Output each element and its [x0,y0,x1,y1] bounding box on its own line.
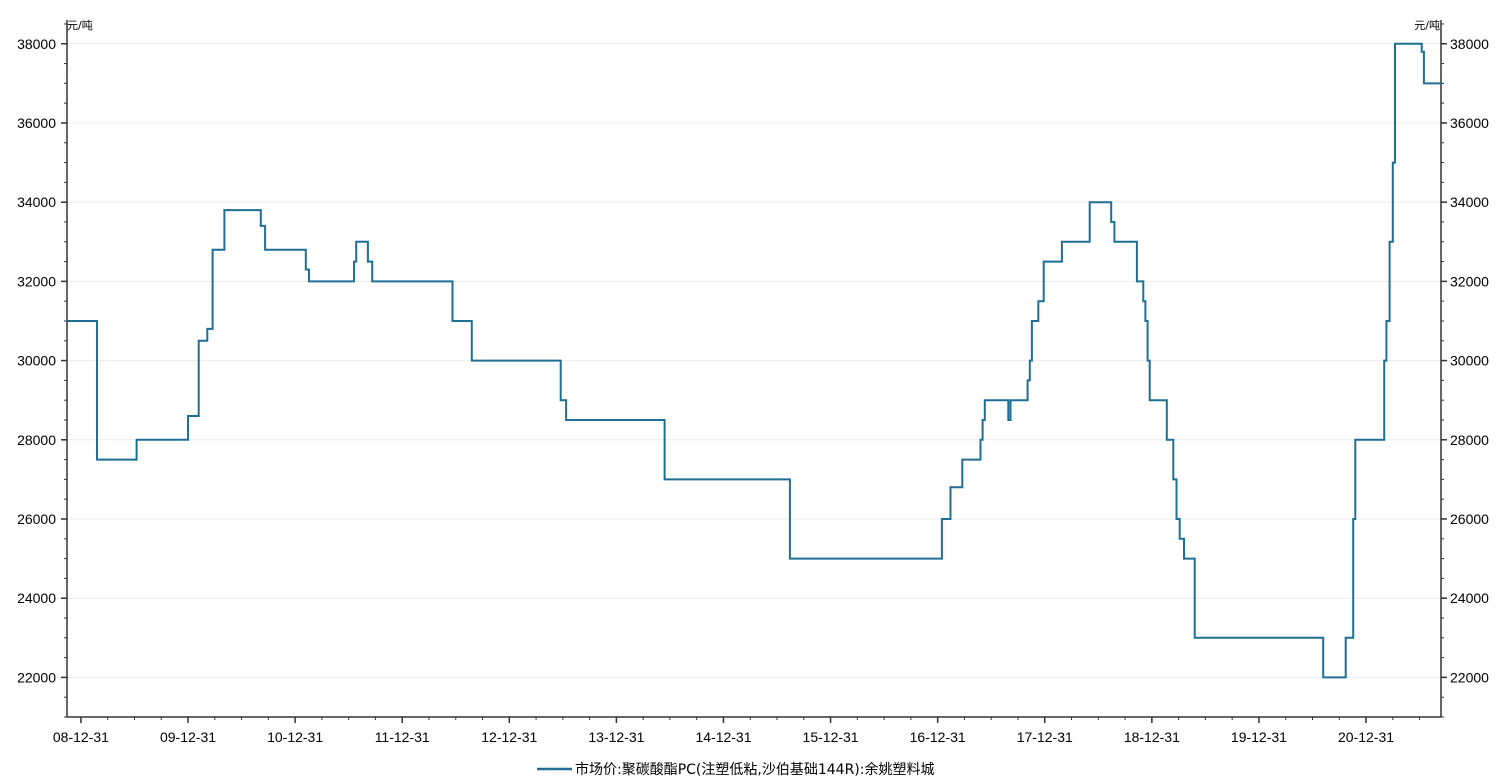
right-y-tick-label: 26000 [1450,511,1489,527]
right-y-tick-label: 30000 [1450,353,1489,369]
left-y-tick-label: 26000 [17,511,56,527]
x-tick-label: 09-12-31 [160,729,216,745]
right-y-tick-label: 38000 [1450,36,1489,52]
right-y-unit-label: 元/吨 [1414,19,1440,32]
x-tick-label: 11-12-31 [375,729,430,745]
x-tick-label: 08-12-31 [53,729,109,745]
left-y-tick-label: 24000 [17,590,56,606]
right-y-tick-label: 28000 [1450,432,1489,448]
legend-label: 市场价:聚碳酸酯PC(注塑低粘,沙伯基础144R):余姚塑料城 [575,761,934,778]
left-y-tick-label: 30000 [17,353,56,369]
x-tick-label: 19-12-31 [1231,729,1287,745]
right-y-tick-label: 34000 [1450,194,1489,210]
series-line [67,42,1441,679]
right-y-tick-label: 24000 [1450,590,1489,606]
x-tick-label: 15-12-31 [803,729,859,745]
left-y-tick-label: 32000 [17,273,56,289]
left-y-unit-label: 元/吨 [67,19,93,32]
grid-lines [67,43,1441,678]
x-tick-label: 17-12-31 [1017,729,1073,745]
legend: 市场价:聚碳酸酯PC(注塑低粘,沙伯基础144R):余姚塑料城 [537,761,934,778]
x-tick-label: 10-12-31 [267,729,323,745]
axis-ticks: 22000 22000 24000 24000 26000 26000 28000 28000… [17,23,1489,745]
left-y-tick-label: 34000 [17,194,56,210]
x-tick-label: 14-12-31 [695,729,751,745]
x-tick-label: 12-12-31 [481,729,537,745]
left-y-tick-label: 36000 [17,115,56,131]
x-tick-label: 13-12-31 [588,729,644,745]
left-y-tick-label: 22000 [17,669,56,685]
right-y-tick-label: 36000 [1450,115,1489,131]
right-y-tick-label: 32000 [1450,273,1489,289]
series-lines [67,42,1441,679]
right-y-tick-label: 22000 [1450,669,1489,685]
x-tick-label: 16-12-31 [910,729,966,745]
left-y-tick-label: 38000 [17,36,56,52]
x-tick-label: 18-12-31 [1124,729,1180,745]
left-y-tick-label: 28000 [17,432,56,448]
x-tick-label: 20-12-31 [1338,729,1394,745]
